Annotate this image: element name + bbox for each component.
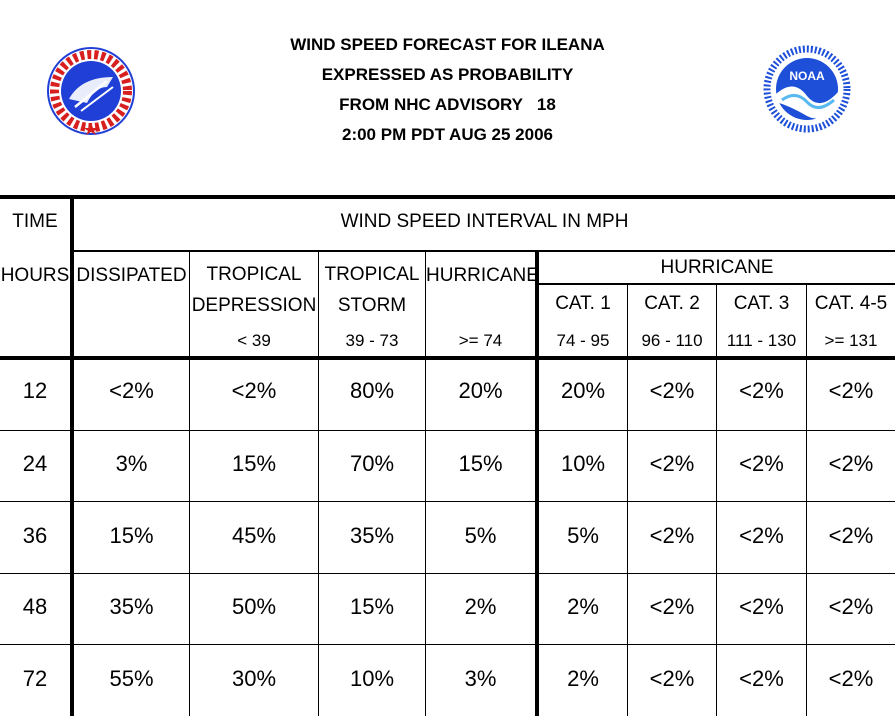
probability-cell: <2% bbox=[231, 378, 277, 403]
probability-cell: 15% bbox=[349, 594, 395, 619]
col-cat45-range: >= 131 bbox=[824, 331, 878, 350]
col-cat3-label: CAT. 3 bbox=[733, 293, 790, 314]
col-depression-range: < 39 bbox=[237, 331, 271, 350]
probability-cell: <2% bbox=[828, 378, 874, 403]
row-hours-cell: 72 bbox=[22, 666, 48, 691]
probability-cell: 5% bbox=[567, 523, 599, 548]
hurricane-group-label: HURRICANE bbox=[660, 257, 774, 278]
probability-cell: <2% bbox=[649, 451, 695, 476]
probability-cell: <2% bbox=[739, 523, 784, 548]
probability-cell: 50% bbox=[231, 594, 277, 619]
header-bottom-border bbox=[0, 356, 895, 360]
col-cat2-range: 96 - 110 bbox=[641, 331, 703, 350]
probability-cell: 55% bbox=[109, 666, 154, 691]
row-divider-3 bbox=[0, 573, 895, 574]
col-storm-label-2: STORM bbox=[337, 295, 407, 316]
probability-cell: 70% bbox=[349, 451, 395, 476]
probability-cell: <2% bbox=[649, 378, 695, 403]
col-cat45-label: CAT. 4-5 bbox=[814, 293, 888, 314]
probability-cell: <2% bbox=[739, 451, 784, 476]
col-divider-cat3 bbox=[806, 283, 807, 716]
probability-cell: 45% bbox=[231, 523, 277, 548]
title-line-3: FROM NHC ADVISORY 18 bbox=[339, 95, 556, 114]
noaa-logo: NOAA bbox=[762, 44, 851, 133]
probability-cell: 5% bbox=[464, 523, 497, 548]
col-divider-cat1 bbox=[627, 283, 628, 716]
row-divider-2 bbox=[0, 501, 895, 502]
forecast-title: WIND SPEED FORECAST FOR ILEANA EXPRESSED… bbox=[0, 30, 895, 150]
col-divider-depression bbox=[318, 250, 319, 716]
probability-cell: 10% bbox=[349, 666, 395, 691]
col-dissipated-label: DISSIPATED bbox=[76, 265, 187, 286]
table-top-border bbox=[0, 195, 895, 199]
probability-cell: 20% bbox=[560, 378, 606, 403]
probability-cell: <2% bbox=[828, 666, 874, 691]
col-cat1-label: CAT. 1 bbox=[555, 293, 611, 314]
probability-cell: <2% bbox=[739, 594, 784, 619]
col-depression-label-2: DEPRESSION bbox=[191, 295, 317, 316]
header-divider bbox=[72, 250, 895, 252]
col-divider-storm bbox=[425, 250, 426, 716]
probability-cell: <2% bbox=[739, 666, 784, 691]
col-divider-dissipated bbox=[189, 250, 190, 716]
probability-cell: <2% bbox=[828, 523, 874, 548]
row-divider-1 bbox=[0, 430, 895, 431]
col-hurricane-range: >= 74 bbox=[458, 331, 503, 350]
probability-cell: 20% bbox=[458, 378, 503, 403]
probability-cell: 3% bbox=[464, 666, 497, 691]
col-hurricane-label: HURRICANE bbox=[426, 265, 539, 286]
probability-cell: <2% bbox=[109, 378, 154, 403]
col-storm-label-1: TROPICAL bbox=[324, 264, 420, 285]
col-cat1-range: 74 - 95 bbox=[556, 331, 610, 350]
hurricane-group-border bbox=[535, 250, 539, 716]
probability-cell: <2% bbox=[649, 523, 695, 548]
svg-text:NOAA: NOAA bbox=[789, 69, 825, 83]
col-storm-range: 39 - 73 bbox=[345, 331, 399, 350]
probability-cell: <2% bbox=[649, 666, 695, 691]
title-line-2: EXPRESSED AS PROBABILITY bbox=[321, 65, 574, 84]
probability-cell: 80% bbox=[349, 378, 395, 403]
title-line-4: 2:00 PM PDT AUG 25 2006 bbox=[341, 125, 553, 144]
probability-cell: 15% bbox=[458, 451, 503, 476]
row-hours-cell: 48 bbox=[22, 594, 48, 619]
probability-cell: 35% bbox=[349, 523, 395, 548]
probability-cell: 10% bbox=[560, 451, 606, 476]
probability-cell: <2% bbox=[739, 378, 784, 403]
nws-logo bbox=[47, 47, 135, 135]
probability-cell: <2% bbox=[828, 594, 874, 619]
probability-cell: 15% bbox=[109, 523, 154, 548]
title-line-1: WIND SPEED FORECAST FOR ILEANA bbox=[290, 35, 605, 54]
row-divider-4 bbox=[0, 644, 895, 645]
col-divider-cat2 bbox=[716, 283, 717, 716]
interval-header: WIND SPEED INTERVAL IN MPH bbox=[340, 211, 629, 232]
probability-cell: <2% bbox=[828, 451, 874, 476]
probability-cell: <2% bbox=[649, 594, 695, 619]
probability-cell: 30% bbox=[231, 666, 277, 691]
probability-cell: 2% bbox=[567, 594, 599, 619]
probability-cell: 35% bbox=[109, 594, 154, 619]
probability-cell: 2% bbox=[567, 666, 599, 691]
row-hours-cell: 24 bbox=[22, 451, 48, 476]
hours-header: HOURS bbox=[0, 265, 70, 286]
probability-cell: 2% bbox=[464, 594, 497, 619]
row-hours-cell: 36 bbox=[22, 523, 48, 548]
col-cat3-range: 111 - 130 bbox=[726, 331, 797, 350]
col-depression-label-1: TROPICAL bbox=[206, 264, 302, 285]
probability-cell: 15% bbox=[231, 451, 277, 476]
time-header: TIME bbox=[12, 211, 58, 232]
time-column-border bbox=[70, 195, 74, 716]
row-hours-cell: 12 bbox=[22, 378, 48, 403]
probability-cell: 3% bbox=[115, 451, 148, 476]
col-cat2-label: CAT. 2 bbox=[644, 293, 700, 314]
